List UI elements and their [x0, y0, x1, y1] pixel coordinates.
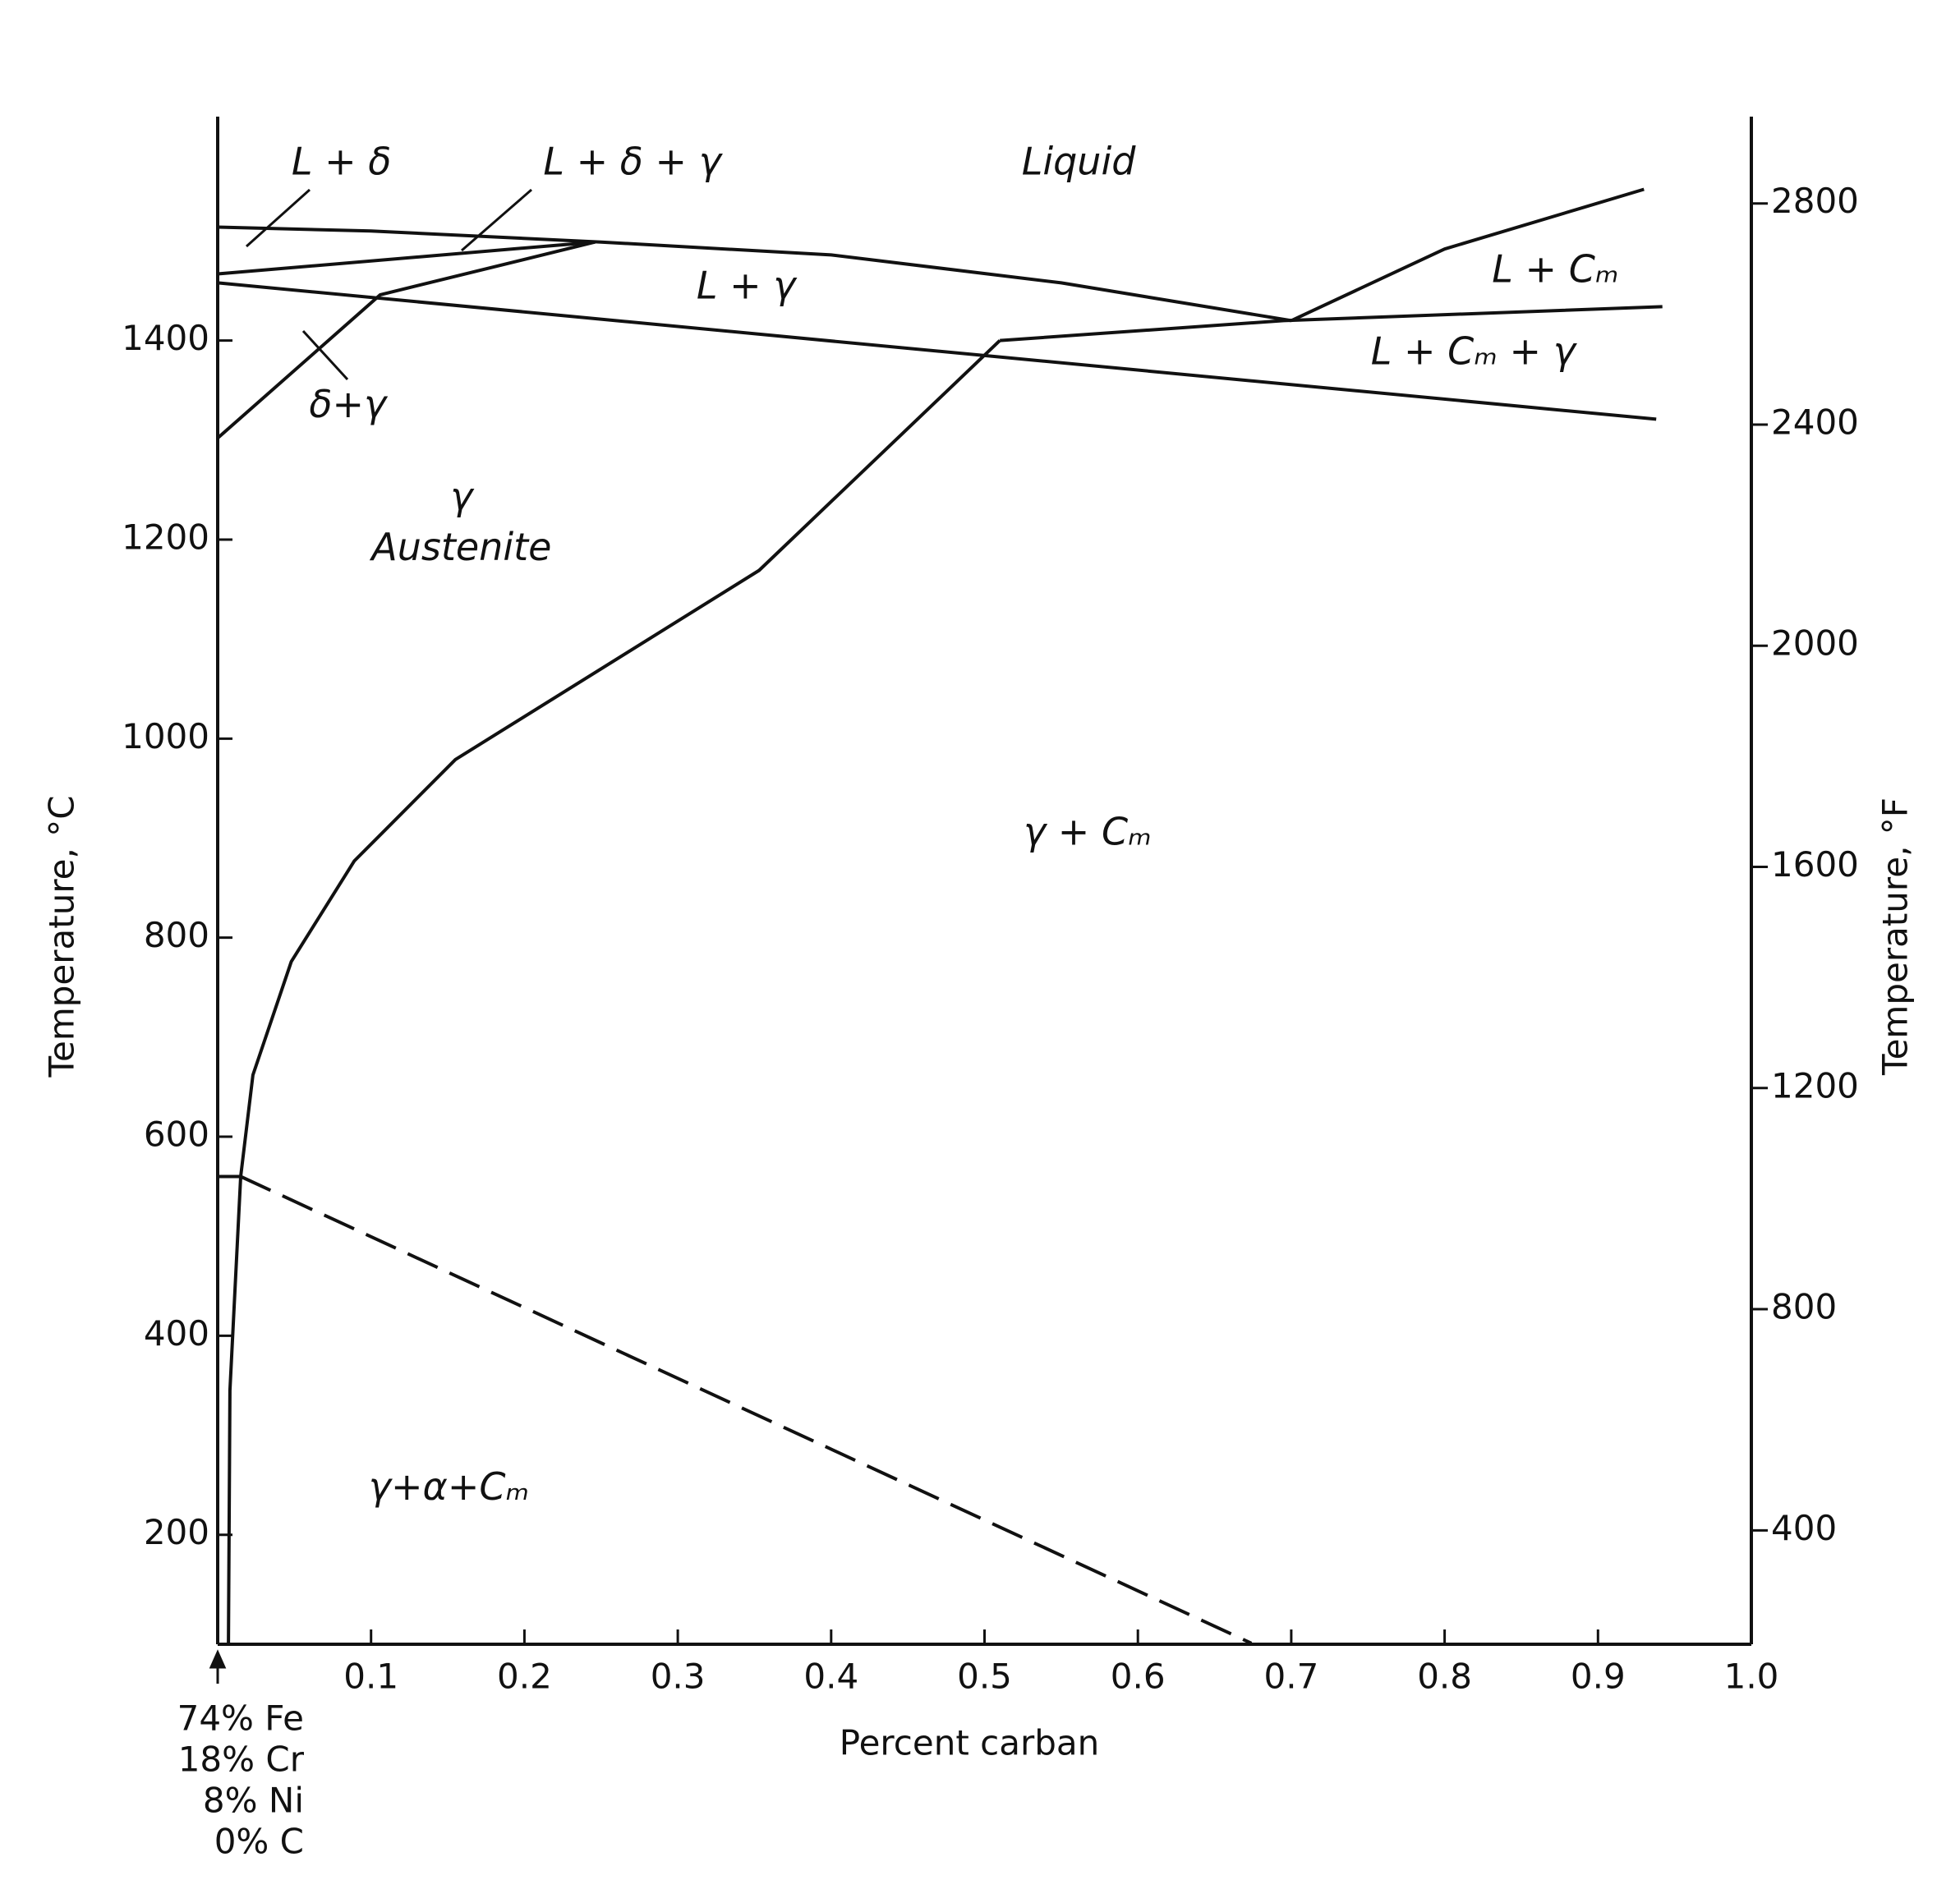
y-tick-label: 400	[144, 1313, 209, 1354]
phase-boundary	[240, 1174, 1253, 1645]
region-label: L + Cₘ	[1492, 246, 1618, 291]
phase-boundary	[216, 240, 596, 439]
x-axis-label: Percent carban	[840, 1723, 1100, 1763]
x-tick-label: 0.1	[343, 1657, 398, 1697]
region-label: γ + Cₘ	[1024, 809, 1152, 853]
y-tick-label: 1200	[122, 517, 209, 557]
x-tick-label: 0.2	[497, 1657, 552, 1697]
x-tick-label: 0.4	[803, 1657, 858, 1697]
x-tick-label: 0.6	[1111, 1657, 1166, 1697]
y2-tick-label: 1600	[1771, 844, 1859, 885]
y-tick-label: 800	[144, 915, 209, 955]
x-tick-label: 1.0	[1724, 1657, 1779, 1697]
region-label: L + Cₘ + γ	[1371, 329, 1578, 374]
y-axis-label: Temperature, °C	[42, 795, 82, 1078]
phase-boundary	[217, 225, 1292, 323]
region-label: Liquid	[1022, 140, 1137, 184]
y-tick-label: 1000	[122, 716, 209, 756]
x-tick-label: 0.8	[1417, 1657, 1472, 1697]
phase-boundary	[227, 339, 1001, 1643]
region-label: γ+α+Cₘ	[369, 1464, 529, 1509]
region-label: L + γ	[697, 263, 798, 307]
leader-line	[461, 188, 532, 252]
y2-tick-label: 2400	[1771, 402, 1859, 442]
y-tick-label: 600	[144, 1115, 209, 1155]
origin-arrowhead	[209, 1649, 227, 1669]
y2-tick-label: 2000	[1771, 623, 1859, 664]
composition-label: 0% C	[214, 1822, 304, 1862]
x-tick-label: 0.9	[1571, 1657, 1626, 1697]
leaders	[209, 188, 532, 1684]
region-label: L + δ + γ	[543, 140, 723, 184]
y-tick-label: 1400	[122, 318, 209, 358]
y2-tick-label: 2800	[1771, 181, 1859, 221]
region-label: γ	[450, 475, 475, 519]
region-label: Austenite	[369, 525, 551, 569]
leader-line	[245, 188, 311, 248]
leader-line	[301, 329, 349, 381]
x-tick-label: 0.7	[1264, 1657, 1319, 1697]
phase-boundary	[217, 240, 596, 276]
phase-boundary	[217, 281, 1657, 421]
x-tick-label: 0.5	[957, 1657, 1012, 1697]
region-label: L + δ	[292, 140, 392, 184]
y2-axis-label: Temperature, °F	[1875, 797, 1916, 1076]
phase-boundary	[1000, 305, 1663, 342]
y2-tick-label: 400	[1771, 1508, 1837, 1548]
x-tick-label: 0.3	[651, 1657, 706, 1697]
y2-tick-label: 1200	[1771, 1065, 1859, 1105]
composition-label: 18% Cr	[178, 1740, 305, 1780]
composition-label: 74% Fe	[177, 1698, 304, 1739]
y-tick-label: 200	[144, 1512, 209, 1552]
y2-tick-label: 800	[1771, 1287, 1837, 1327]
composition-label: 8% Ni	[203, 1781, 304, 1821]
phase-boundary	[1291, 187, 1645, 323]
region-label: δ+γ	[309, 382, 389, 426]
